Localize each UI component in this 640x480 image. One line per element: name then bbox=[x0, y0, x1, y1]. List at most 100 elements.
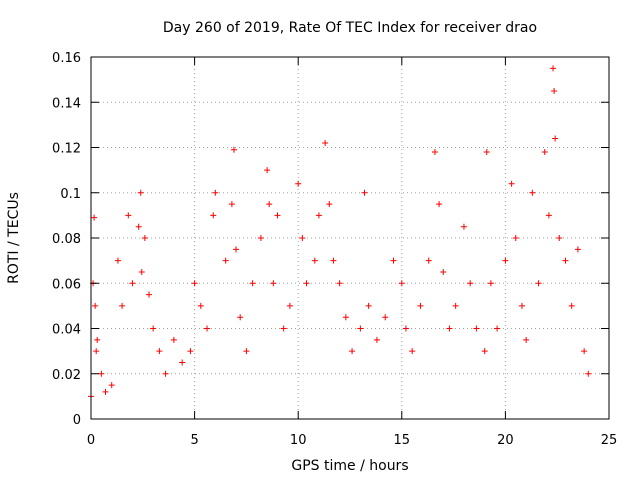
roti-data-point bbox=[326, 201, 333, 208]
roti-data-point bbox=[398, 280, 405, 287]
roti-data-point bbox=[243, 348, 250, 355]
y-axis-label: ROTI / TECUs bbox=[6, 192, 22, 284]
roti-data-point bbox=[550, 65, 557, 72]
roti-data-point bbox=[581, 348, 588, 355]
roti-data-point bbox=[467, 280, 474, 287]
x-tick-label: 15 bbox=[394, 433, 411, 448]
roti-data-point bbox=[92, 302, 99, 309]
roti-data-point bbox=[94, 336, 101, 343]
x-axis-label: GPS time / hours bbox=[291, 458, 408, 474]
roti-data-point bbox=[452, 302, 459, 309]
roti-data-point bbox=[322, 139, 329, 146]
roti-data-point bbox=[529, 189, 536, 196]
roti-data-point bbox=[568, 302, 575, 309]
roti-data-point bbox=[230, 146, 237, 153]
roti-data-point bbox=[541, 149, 548, 156]
roti-data-point bbox=[286, 302, 293, 309]
grid-layer bbox=[91, 57, 609, 419]
roti-data-point bbox=[409, 348, 416, 355]
roti-data-point bbox=[197, 302, 204, 309]
roti-data-point bbox=[129, 280, 136, 287]
roti-data-point bbox=[146, 291, 153, 298]
roti-data-point bbox=[257, 235, 264, 241]
y-tick-label: 0.02 bbox=[52, 368, 81, 383]
points-layer bbox=[88, 65, 592, 400]
roti-data-point bbox=[512, 235, 519, 241]
roti-data-point bbox=[270, 280, 277, 287]
x-tick-label: 5 bbox=[190, 433, 198, 448]
roti-data-point bbox=[228, 201, 235, 208]
roti-data-point bbox=[342, 314, 349, 321]
roti-data-point bbox=[483, 149, 490, 156]
roti-data-point bbox=[280, 325, 287, 332]
roti-data-point bbox=[212, 189, 219, 196]
roti-data-point bbox=[460, 223, 467, 230]
roti-data-point bbox=[150, 325, 157, 332]
roti-data-point bbox=[487, 280, 494, 287]
y-tick-label: 0 bbox=[73, 413, 81, 428]
roti-data-point bbox=[535, 280, 542, 287]
roti-data-point bbox=[237, 314, 244, 321]
roti-data-point bbox=[425, 257, 432, 264]
roti-data-point bbox=[446, 325, 453, 332]
roti-data-point bbox=[562, 257, 569, 264]
roti-data-point bbox=[119, 302, 126, 309]
roti-data-point bbox=[141, 235, 148, 241]
roti-data-point bbox=[502, 257, 509, 264]
y-tick-label: 0.16 bbox=[52, 51, 81, 66]
roti-data-point bbox=[108, 382, 115, 389]
roti-data-point bbox=[556, 235, 563, 241]
roti-data-point bbox=[204, 325, 211, 332]
roti-data-point bbox=[315, 212, 322, 219]
x-tick-label: 25 bbox=[601, 433, 618, 448]
roti-data-point bbox=[135, 223, 142, 230]
roti-data-point bbox=[551, 87, 558, 94]
roti-data-point bbox=[137, 189, 144, 196]
roti-data-point bbox=[210, 212, 217, 219]
roti-data-point bbox=[336, 280, 343, 287]
roti-data-point bbox=[494, 325, 501, 332]
roti-data-point bbox=[91, 214, 98, 221]
roti-data-point bbox=[508, 180, 515, 187]
x-tick-label: 10 bbox=[290, 433, 307, 448]
roti-data-point bbox=[473, 325, 480, 332]
y-tick-label: 0.04 bbox=[52, 323, 81, 338]
roti-data-point bbox=[299, 235, 306, 241]
ticks-layer: 0 0.02 0.04 0.06 0.08 0.1 0.12 0.14 0.16 0 5 10 15 20… bbox=[52, 51, 617, 448]
roti-data-point bbox=[98, 370, 105, 377]
roti-data-point bbox=[436, 201, 443, 208]
roti-data-point bbox=[264, 167, 271, 174]
roti-data-point bbox=[274, 212, 281, 219]
roti-data-point bbox=[574, 246, 581, 253]
roti-data-point bbox=[125, 212, 132, 219]
y-tick-label: 0.12 bbox=[52, 142, 81, 157]
roti-data-point bbox=[191, 280, 198, 287]
roti-data-point bbox=[249, 280, 256, 287]
roti-data-point bbox=[365, 302, 372, 309]
roti-data-point bbox=[440, 268, 447, 275]
roti-data-point bbox=[303, 280, 310, 287]
roti-data-point bbox=[349, 348, 356, 355]
roti-data-point bbox=[162, 370, 169, 377]
roti-data-point bbox=[138, 268, 145, 275]
roti-data-point bbox=[361, 189, 368, 196]
roti-data-point bbox=[187, 348, 194, 355]
roti-data-point bbox=[545, 212, 552, 219]
y-tick-label: 0.06 bbox=[52, 277, 81, 292]
chart-title: Day 260 of 2019, Rate Of TEC Index for r… bbox=[163, 20, 537, 36]
roti-data-point bbox=[481, 348, 488, 355]
y-tick-label: 0.1 bbox=[60, 187, 81, 202]
roti-data-point bbox=[93, 348, 100, 355]
y-tick-label: 0.14 bbox=[52, 96, 81, 111]
roti-data-point bbox=[357, 325, 364, 332]
y-tick-label: 0.08 bbox=[52, 232, 81, 247]
roti-data-point bbox=[382, 314, 389, 321]
roti-data-point bbox=[156, 348, 163, 355]
roti-data-point bbox=[295, 180, 302, 187]
roti-data-point bbox=[402, 325, 409, 332]
roti-data-point bbox=[233, 246, 240, 253]
roti-data-point bbox=[518, 302, 525, 309]
roti-data-point bbox=[102, 388, 109, 395]
roti-data-point bbox=[552, 135, 559, 142]
